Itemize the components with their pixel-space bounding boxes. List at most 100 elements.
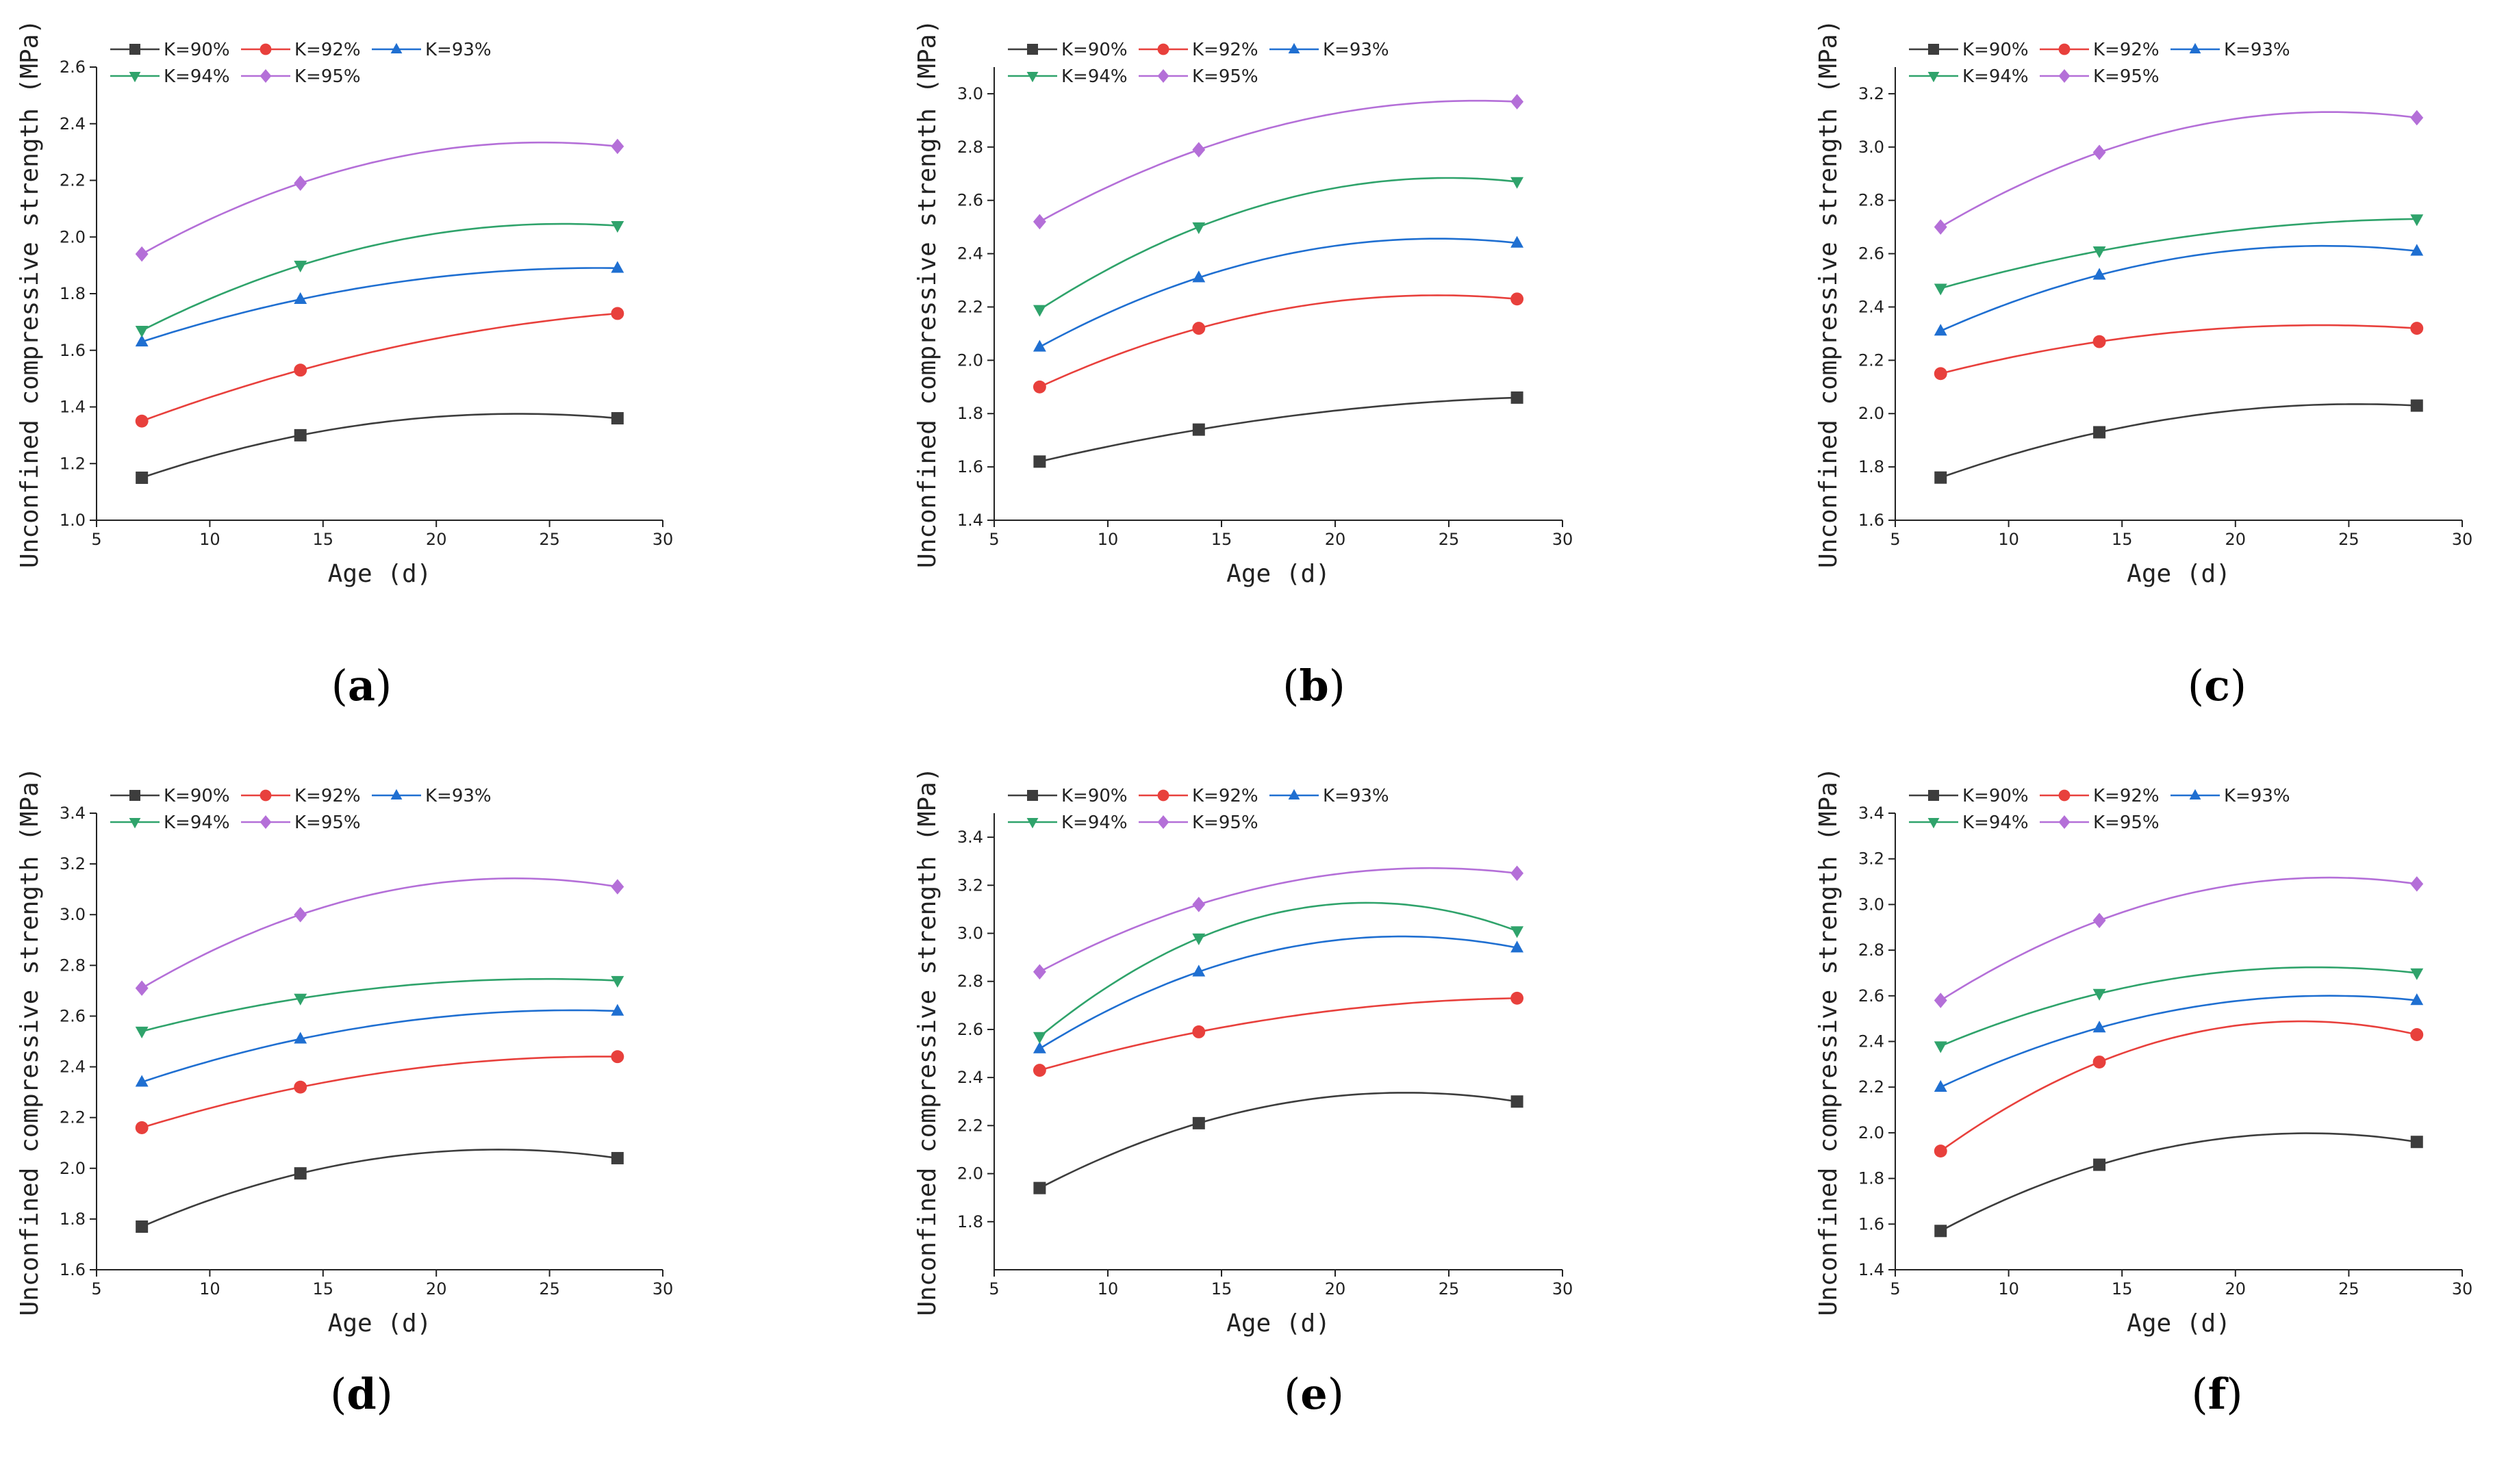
data-point: [1033, 455, 1046, 468]
data-point: [611, 261, 624, 273]
data-point: [1510, 391, 1523, 404]
x-tick-label: 20: [2225, 530, 2247, 549]
series-94: [1934, 214, 2424, 296]
x-tick-label: 30: [1552, 530, 1573, 549]
x-tick-label: 25: [1439, 530, 1460, 549]
legend-marker: [2058, 789, 2071, 802]
legend-label: K=95%: [2093, 813, 2160, 833]
series-90: [1033, 1092, 1523, 1194]
legend-marker: [390, 789, 403, 799]
legend: K=90% K=92% K=93% K=94% K=95%: [1008, 40, 1389, 87]
y-tick-label: 1.0: [60, 511, 86, 530]
legend-label: K=94%: [164, 66, 230, 87]
x-tick-label: 20: [2225, 1279, 2247, 1298]
legend-marker: [2058, 69, 2071, 83]
legend-label: K=92%: [1192, 786, 1258, 806]
data-point: [135, 1121, 149, 1134]
legend-marker: [1026, 818, 1039, 829]
data-point: [1510, 94, 1524, 110]
y-tick-label: 1.4: [957, 511, 983, 530]
y-tick-label: 1.8: [957, 404, 983, 423]
data-point: [611, 220, 624, 233]
y-tick-label: 3.2: [957, 875, 983, 895]
data-point: [1510, 235, 1524, 248]
x-axis-title: Age (d): [2127, 560, 2231, 588]
legend-marker: [1927, 818, 1940, 829]
x-axis-title: Age (d): [2127, 1309, 2231, 1338]
legend-label: K=90%: [1962, 786, 2029, 806]
legend-label: K=92%: [294, 40, 361, 60]
y-tick-label: 1.4: [1858, 1260, 1884, 1279]
y-tick-label: 2.6: [60, 1006, 86, 1025]
data-point: [1192, 1025, 1206, 1038]
y-axis-title: Unconfined compressive strength (MPa): [1814, 19, 1843, 568]
data-point: [1192, 933, 1206, 945]
legend-marker: [1157, 43, 1169, 55]
data-point: [2092, 268, 2106, 280]
data-point: [294, 993, 307, 1006]
data-point: [135, 334, 149, 347]
data-point: [1510, 941, 1524, 953]
y-tick-label: 2.8: [60, 956, 86, 975]
series-95: [135, 877, 624, 996]
y-tick-label: 3.0: [60, 905, 86, 924]
legend-label: K=93%: [1323, 40, 1389, 60]
x-tick-label: 5: [989, 1279, 999, 1298]
series-line: [1940, 995, 2417, 1088]
y-tick-label: 2.2: [60, 171, 86, 190]
y-tick-label: 3.4: [60, 804, 86, 823]
legend-label: K=93%: [425, 40, 492, 60]
series-93: [135, 1003, 624, 1087]
legend-marker: [1288, 789, 1300, 799]
series-line: [1039, 238, 1517, 348]
series-95: [135, 138, 624, 262]
y-tick-label: 2.0: [1858, 1123, 1884, 1142]
y-tick-label: 2.0: [60, 227, 86, 246]
series-90: [1934, 399, 2423, 484]
y-axis-title: Unconfined compressive strength (MPa): [1814, 767, 1843, 1316]
legend-marker: [1027, 44, 1038, 55]
legend-marker: [129, 790, 140, 801]
data-point: [1033, 305, 1046, 317]
series-93: [1033, 235, 1524, 352]
data-point: [294, 1080, 307, 1094]
legend-label: K=93%: [2224, 786, 2290, 806]
series-93: [1934, 993, 2424, 1092]
data-point: [1192, 142, 1206, 157]
y-tick-label: 3.4: [1858, 804, 1884, 823]
y-tick-label: 3.2: [1858, 84, 1884, 103]
data-point: [1192, 423, 1205, 436]
y-tick-label: 2.4: [957, 244, 983, 264]
panel-label-c: (c): [2187, 661, 2247, 711]
legend: K=90% K=92% K=93% K=94% K=95%: [110, 40, 492, 87]
data-point: [1510, 1095, 1523, 1108]
series-95: [1934, 876, 2424, 1008]
x-tick-label: 30: [2452, 530, 2473, 549]
y-tick-label: 2.6: [1858, 986, 1884, 1006]
legend-label: K=93%: [425, 786, 492, 806]
x-tick-label: 15: [1211, 530, 1232, 549]
data-point: [1934, 993, 1947, 1008]
data-point: [1192, 222, 1206, 234]
y-tick-label: 2.2: [1858, 1077, 1884, 1097]
y-tick-label: 2.8: [957, 138, 983, 157]
legend-label: K=90%: [1061, 786, 1128, 806]
data-point: [1033, 340, 1046, 352]
data-point: [2410, 322, 2424, 335]
chart-panel-a: 5 10 15 20 25 30 1.0 1.2 1.4 1.6 1.8 2.0 2.2 2.4 2.6 Ag…: [16, 19, 673, 588]
data-point: [2092, 988, 2106, 1001]
x-axis-title: Age (d): [328, 560, 432, 588]
legend-marker: [1026, 72, 1039, 83]
legend-marker: [2189, 42, 2201, 53]
data-point: [135, 1026, 149, 1039]
data-point: [2410, 110, 2424, 126]
x-tick-label: 20: [426, 530, 447, 549]
legend-marker: [2058, 43, 2071, 55]
data-point: [611, 412, 624, 425]
legend-marker: [1928, 790, 1939, 801]
series-line: [1940, 111, 2417, 228]
x-tick-label: 15: [2112, 1279, 2133, 1298]
data-point: [135, 1075, 149, 1087]
y-axis-title: Unconfined compressive strength (MPa): [913, 767, 941, 1316]
data-point: [1510, 177, 1524, 189]
